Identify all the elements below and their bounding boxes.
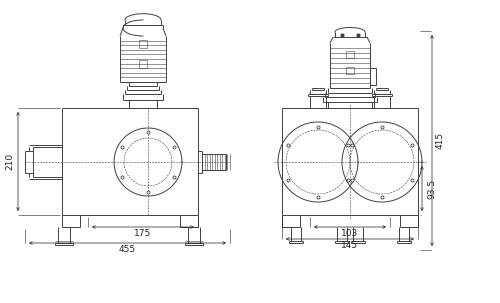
Text: 415: 415 <box>436 132 444 149</box>
Text: 103: 103 <box>342 229 358 238</box>
Text: 93.5: 93.5 <box>428 178 436 198</box>
Text: 145: 145 <box>342 241 358 251</box>
Text: 210: 210 <box>6 153 15 170</box>
Text: 455: 455 <box>119 245 136 255</box>
Text: 175: 175 <box>134 229 152 238</box>
